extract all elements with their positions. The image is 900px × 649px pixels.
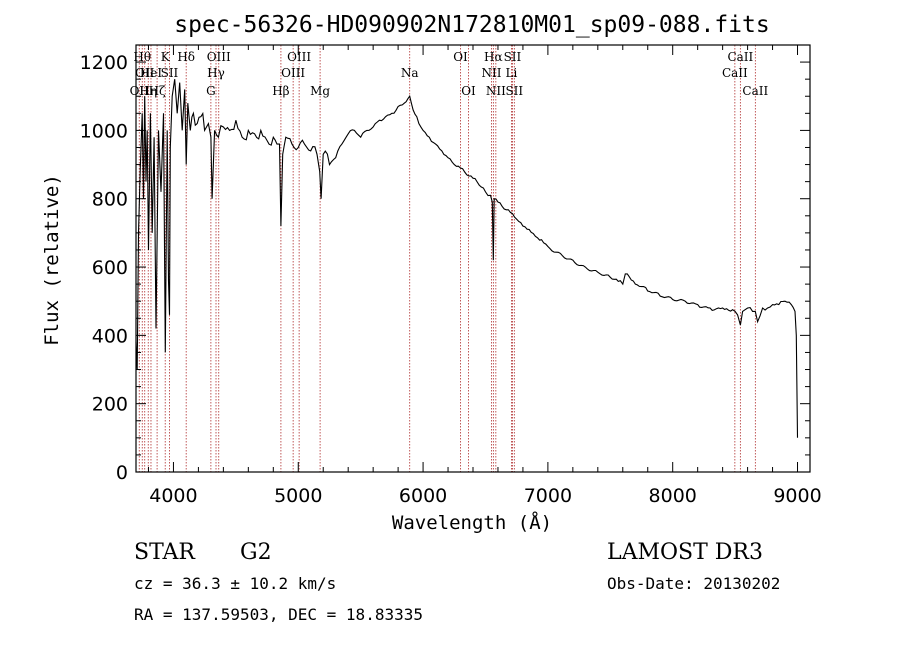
x-tick-label: 7000 xyxy=(524,485,572,507)
spectral-line-label: K xyxy=(161,50,171,64)
spectral-line-label: NII xyxy=(481,66,501,80)
chart-title: spec-56326-HD090902N172810M01_sp09-088.f… xyxy=(174,12,769,38)
spectral-line-label: G xyxy=(206,84,216,98)
y-tick-label: 200 xyxy=(92,394,128,416)
y-tick-label: 400 xyxy=(92,325,128,347)
x-tick-label: 5000 xyxy=(274,485,322,507)
spectral-line-label: SII xyxy=(505,84,523,98)
spectral-line-label: OIII xyxy=(281,66,305,80)
x-tick-label: 9000 xyxy=(773,485,821,507)
x-axis-ticks: 4000 5000 6000 7000 8000 9000 xyxy=(147,45,822,507)
spectral-line-label: OIII xyxy=(207,50,231,64)
spectral-line-label: Hζ xyxy=(149,84,166,98)
spectral-line-markers xyxy=(138,45,756,472)
redshift-readout: cz = 36.3 ± 10.2 km/s xyxy=(134,574,337,593)
spectral-line-label: NII xyxy=(486,84,506,98)
spectral-line-label: OIII xyxy=(287,50,311,64)
spectral-line-label: Hη xyxy=(139,84,157,98)
y-axis-label: Flux (relative) xyxy=(41,174,63,346)
spectral-line-label: SII xyxy=(504,50,522,64)
y-tick-label: 1000 xyxy=(80,120,128,142)
x-axis-label: Wavelength (Å) xyxy=(392,511,552,534)
axes-frame xyxy=(135,44,811,473)
spectral-line-label: Li xyxy=(506,66,518,80)
x-tick-label: 8000 xyxy=(649,485,697,507)
spectral-line-labels: OIIHθOIIHηHeIHζKSIIHδGHγOIIIHβOIIIOIIIMg… xyxy=(130,50,769,98)
spectral-line-label: Hα xyxy=(484,50,503,64)
y-tick-label: 1200 xyxy=(80,52,128,74)
spectral-line-label: HeI xyxy=(140,66,163,80)
y-tick-label: 800 xyxy=(92,189,128,211)
spectral-line-label: OII xyxy=(135,66,155,80)
spectral-line-label: Hβ xyxy=(272,84,289,98)
spectrum-series xyxy=(135,79,799,438)
spectral-line-label: Hθ xyxy=(133,50,151,64)
y-axis-ticks: 0 200 400 600 800 1000 1200 xyxy=(80,44,810,484)
y-tick-label: 600 xyxy=(92,257,128,279)
spectral-line-label: Hγ xyxy=(207,66,225,80)
spectral-line-label: OI xyxy=(461,84,476,98)
x-tick-label: 4000 xyxy=(149,485,197,507)
survey-name: LAMOST DR3 xyxy=(607,540,763,565)
spectral-line-label: Hδ xyxy=(177,50,195,64)
spectral-line-label: OI xyxy=(453,50,468,64)
object-subclass: G2 xyxy=(240,540,272,565)
spectral-line-label: CaII xyxy=(722,66,748,80)
y-tick-label: 0 xyxy=(116,462,128,484)
spectral-line-label: SII xyxy=(161,66,179,80)
spectral-line-label: OII xyxy=(130,84,150,98)
spectral-line-label: CaII xyxy=(742,84,768,98)
obs-date: Obs-Date: 20130202 xyxy=(607,574,781,593)
spectral-line-label: Na xyxy=(401,66,419,80)
object-class: STAR xyxy=(134,540,195,565)
x-tick-label: 6000 xyxy=(399,485,447,507)
spectral-line-label: CaII xyxy=(727,50,753,64)
spectral-line-label: Mg xyxy=(310,84,330,98)
coordinates: RA = 137.59503, DEC = 18.83335 xyxy=(134,605,423,624)
